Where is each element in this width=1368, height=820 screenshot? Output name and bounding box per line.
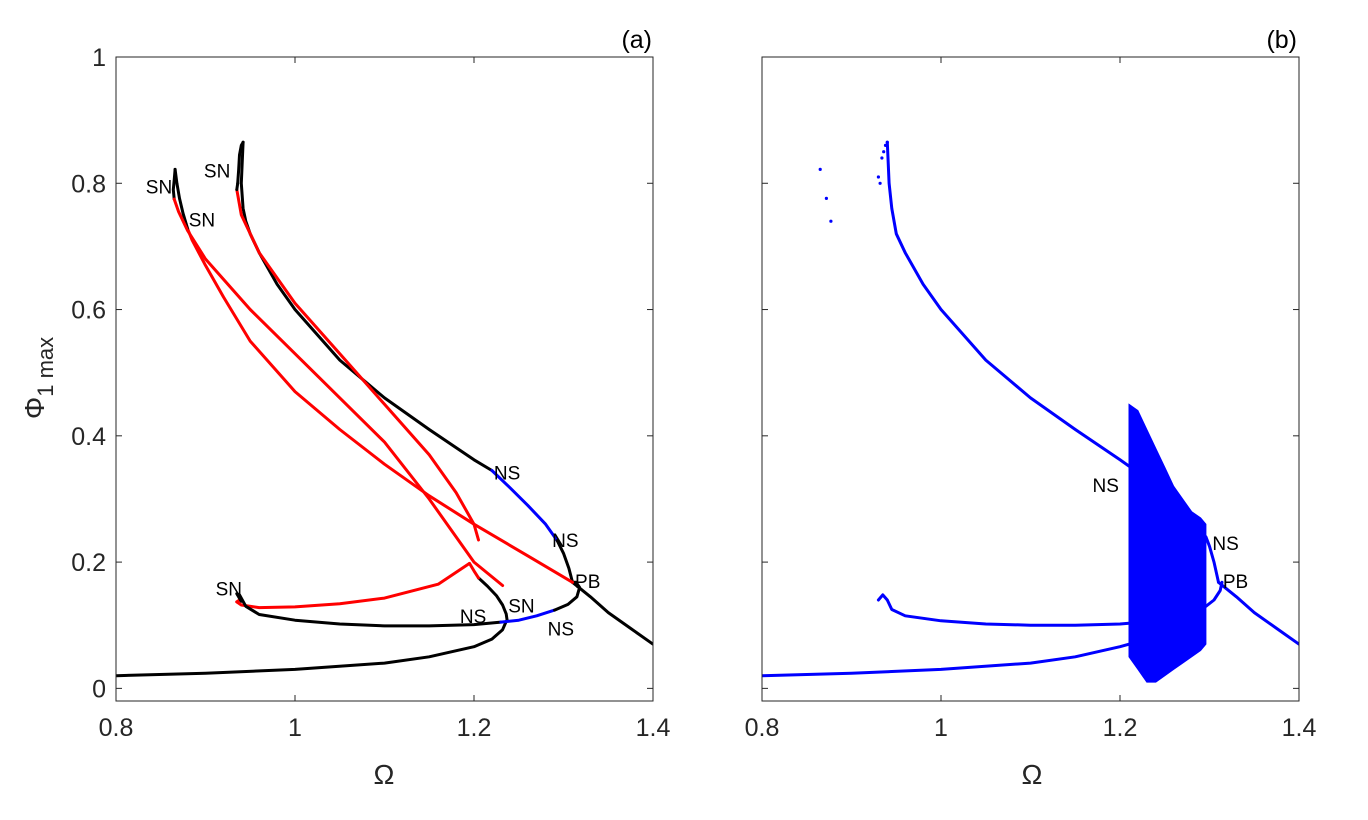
series-branch-0 [762,642,1131,678]
scatter-point [829,219,833,223]
x-tick-label: 1.2 [1103,714,1138,742]
y-tick-label: 0.4 [71,423,106,451]
x-tick-label: 1.2 [457,714,492,742]
panel-b-label: (b) [1266,26,1297,54]
x-tick-label: 0.8 [99,714,134,742]
series-branch-3 [1204,535,1220,584]
series-branch-1 [876,593,1131,627]
bifurcation-annotation: NS [494,463,520,484]
series-branch-0 [116,618,509,678]
panel-a-x-axis-label: Ω [374,759,395,790]
plot-area [116,57,653,701]
series-branch-11 [490,469,559,543]
axes-box [761,56,1300,702]
plot-area [762,57,1299,701]
series-branch-16 [172,197,505,587]
series-branch-13 [186,227,574,584]
scatter-point [878,181,882,185]
series-branch-14 [173,167,190,231]
panel-b-x-axis-label: Ω [1022,759,1043,790]
bifurcation-annotation: SN [204,162,230,183]
y-axis-label-main: Φ [19,397,50,419]
bifurcation-annotation: SN [216,580,242,601]
quasiperiodic-cloud [1128,403,1207,683]
y-tick-label: 0.6 [71,297,106,325]
y-tick-label: 1 [92,44,106,72]
panel-a-label: (a) [621,26,652,54]
panel-a-y-axis-label: Φ1 max [19,337,58,419]
bifurcation-annotation: NS [1212,534,1238,555]
bifurcation-annotation: NS [1092,476,1118,497]
y-axis-label-sub: 1 max [33,337,58,397]
series-branch-2 [468,561,480,580]
x-tick-label: 1 [934,714,948,742]
series-branch-5 [235,592,503,628]
series-branch-17 [235,188,480,542]
axes-box [115,56,654,702]
bifurcation-annotation: SN [146,177,172,198]
panel-a: (a) Ω Φ1 max 0.8 1 1.2 1.4 0 0.2 0.4 0.6 0.8 1 SN S… [19,26,670,790]
bifurcation-annotation: NS [460,607,486,628]
x-tick-label: 1.4 [636,714,671,742]
plot-content [116,140,653,678]
bifurcation-annotation: NS [548,619,574,640]
bifurcation-annotation: PB [575,572,600,593]
series-branch-7 [553,580,582,612]
bifurcation-annotation: SN [189,210,215,231]
series-branch-18 [235,181,240,192]
series-branch-1 [477,576,509,622]
scatter-point [882,150,886,154]
x-tick-label: 1.4 [1282,714,1317,742]
bifurcation-annotation: SN [508,597,534,618]
series-branch-6 [499,608,557,624]
bifurcation-annotation: NS [552,531,578,552]
series-branch-8 [571,580,653,646]
series-branch-15 [171,167,177,201]
y-tick-label: 0.8 [71,170,106,198]
scatter-point [883,143,888,147]
scatter-point [880,156,884,160]
scatter-point [824,196,829,200]
y-tick-label: 0 [92,675,106,703]
scatter-point [885,140,889,144]
series-branch-10 [239,140,494,472]
bifurcation-annotation: PB [1223,572,1248,593]
scatter-point [818,167,822,171]
series-branch-4 [1217,580,1299,646]
scatter-point [876,175,881,179]
y-tick-label: 0.2 [71,549,106,577]
series-branch-12 [555,539,574,584]
series-branch-2 [885,140,1131,468]
x-tick-label: 1 [288,714,302,742]
plot-content [762,140,1299,683]
series-branch-5 [1204,580,1224,608]
panel-b: (b) Ω 0.8 1 1.2 1.4 NS NS PB [745,26,1317,790]
x-tick-label: 0.8 [745,714,780,742]
